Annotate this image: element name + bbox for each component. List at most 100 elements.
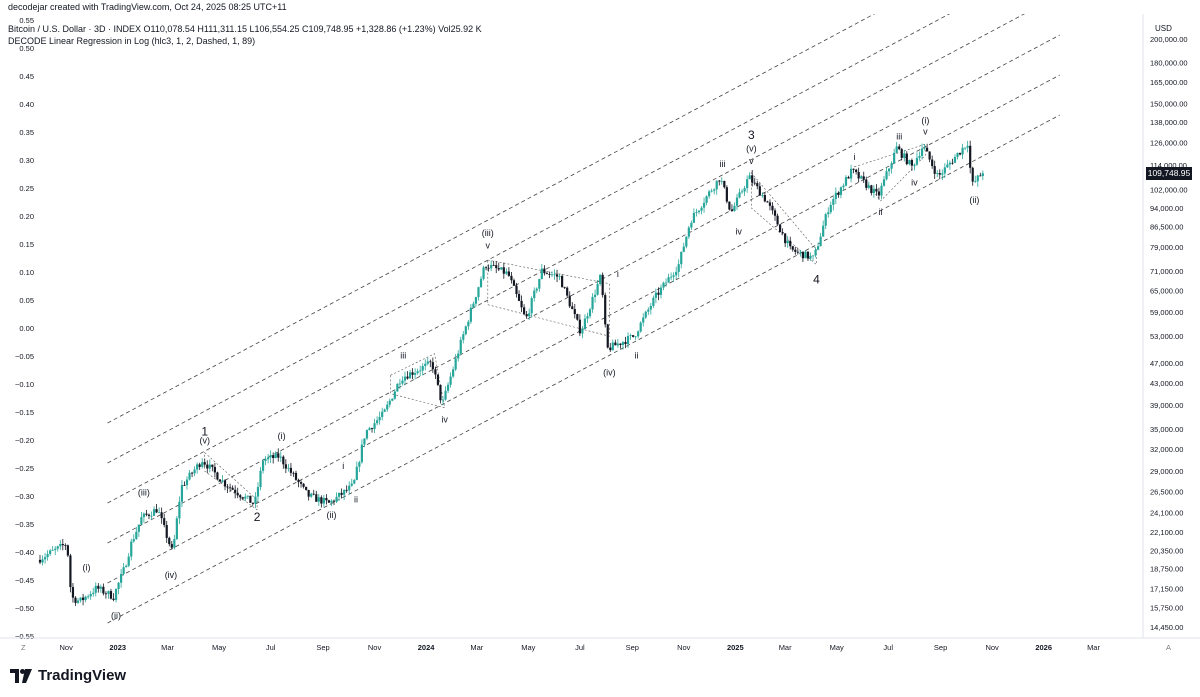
candle-body (505, 271, 508, 274)
candle-body (439, 384, 442, 401)
candle-body (434, 369, 437, 375)
candle-body (71, 587, 75, 598)
right-axis-tick-label: 35,000.00 (1150, 425, 1183, 434)
candle-body (335, 496, 338, 502)
wave-label: (v) (746, 143, 757, 153)
regression-line (107, 14, 876, 424)
candle-body (751, 175, 754, 183)
time-axis-tick-label: Sep (934, 643, 947, 652)
candle-body (469, 307, 472, 322)
indicator-text: DECODE Linear Regression in Log (hlc3, 1… (8, 36, 256, 46)
candle-body (720, 180, 723, 182)
a-label: A (1166, 643, 1171, 652)
candle-body (933, 166, 936, 174)
candle-body (842, 185, 845, 188)
candle-body (637, 331, 640, 337)
candle-body (467, 321, 470, 327)
candle-body (958, 152, 962, 155)
candle-body (492, 264, 495, 266)
left-axis-tick-label: −0.15 (15, 408, 34, 417)
candle-body (416, 371, 419, 374)
candle-body (538, 279, 541, 289)
candle-body (832, 199, 835, 205)
candle-body (289, 467, 293, 473)
candle-body (391, 398, 394, 401)
candle-body (948, 162, 952, 165)
candle-body (322, 498, 325, 504)
wave-label: 3 (748, 128, 755, 142)
left-axis-tick-label: −0.30 (15, 492, 34, 501)
candle-body (809, 255, 812, 259)
candle-body (624, 341, 627, 345)
candle-body (226, 486, 229, 488)
candle-body (621, 341, 625, 345)
footer: TradingView (0, 657, 1200, 697)
right-axis-tick-label: 200,000.00 (1150, 35, 1188, 44)
candle-body (784, 233, 787, 244)
candle-body (147, 514, 151, 516)
right-axis-tick-label: 29,000.00 (1150, 467, 1183, 476)
candle-body (657, 292, 660, 295)
candle-body (464, 326, 467, 335)
candle-body (234, 489, 237, 493)
candle-body (462, 334, 465, 340)
candle-body (773, 210, 777, 216)
candle-body (903, 153, 906, 158)
tradingview-logo[interactable]: TradingView (10, 667, 126, 684)
candle-body (414, 373, 417, 375)
candle-body (41, 559, 44, 563)
regression-line (107, 74, 1060, 584)
candle-body (350, 483, 353, 486)
candle-body (789, 240, 792, 247)
regression-line (107, 14, 1025, 504)
candle-body (685, 236, 688, 247)
time-axis-tick-label: Sep (316, 643, 329, 652)
candle-body (834, 192, 837, 200)
candle-body (611, 342, 614, 351)
last-price-tag: 109,748.95 (1146, 167, 1192, 180)
candle-body (127, 556, 130, 566)
candle-body (365, 430, 369, 439)
left-axis-tick-label: −0.05 (15, 352, 34, 361)
candle-body (855, 169, 858, 172)
wave-label: v (749, 156, 754, 166)
candle-body (353, 479, 356, 484)
candle-body (649, 305, 652, 310)
candle-body (388, 400, 391, 405)
candle-body (682, 246, 685, 252)
candle-body (69, 555, 72, 588)
candle-body (236, 492, 239, 496)
candle-body (578, 319, 581, 334)
candle-body (436, 374, 440, 385)
left-axis-tick-label: −0.35 (15, 520, 34, 529)
wave-label: iii (896, 132, 902, 142)
left-axis-tick-label: −0.40 (15, 548, 34, 557)
candle-body (398, 383, 402, 385)
right-axis-tick-label: 24,100.00 (1150, 509, 1183, 518)
left-axis-tick-label: 0.15 (19, 240, 34, 249)
candle-body (317, 497, 320, 502)
candle-body (561, 275, 564, 288)
currency-label: USD (1155, 24, 1172, 33)
candle-body (431, 362, 434, 370)
candle-body (355, 466, 358, 480)
candle-body (135, 531, 138, 540)
candle-body (708, 191, 711, 197)
wave-label: (i) (921, 116, 929, 126)
candle-body (168, 537, 171, 545)
wave-label: v (486, 240, 491, 250)
candle-body (822, 225, 825, 237)
candle-body (343, 489, 346, 495)
candle-body (811, 255, 815, 257)
wedge-pattern (204, 451, 258, 511)
candle-body (244, 496, 247, 499)
candle-body (310, 493, 313, 497)
time-axis: Nov 2023 Mar May Jul Sep Nov 2024 Mar May Jul Sep No… (0, 637, 1200, 652)
candle-body (558, 275, 561, 277)
wave-label: (iii) (138, 488, 150, 498)
candle-body (639, 322, 642, 332)
candle-body (512, 280, 516, 286)
candle-body (213, 466, 216, 473)
right-axis-tick-label: 86,500.00 (1150, 223, 1183, 232)
